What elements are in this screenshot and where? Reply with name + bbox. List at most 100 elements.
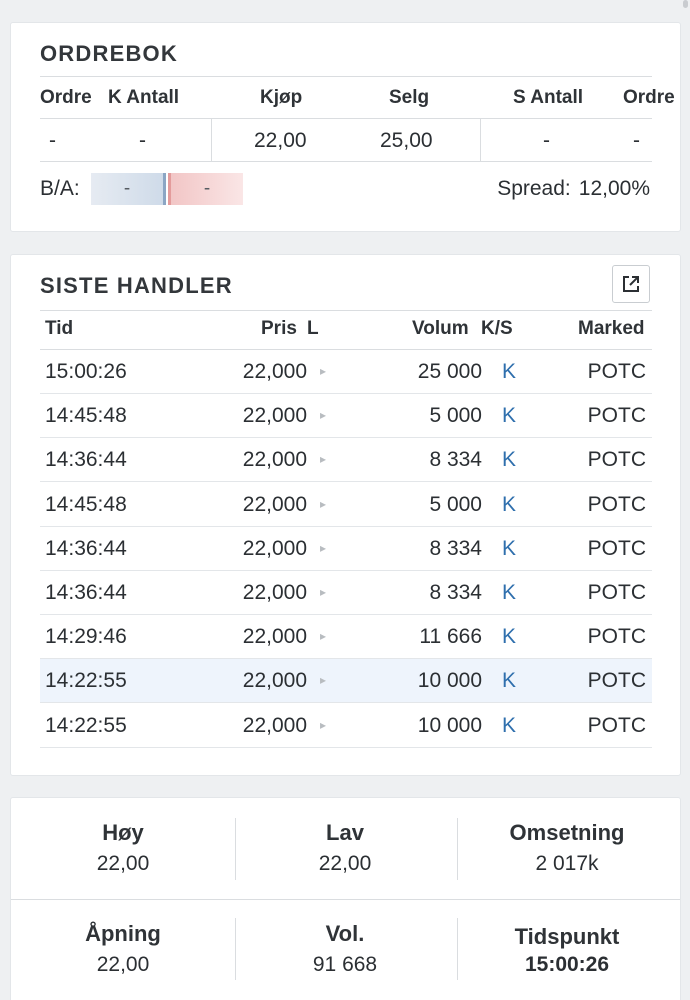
trade-market: POTC [587, 448, 646, 472]
trade-buy-sell: K [502, 713, 517, 737]
trade-price: 22,000 [242, 669, 307, 693]
trade-market: POTC [587, 492, 646, 516]
open-external-button[interactable] [612, 265, 650, 303]
trade-market: POTC [587, 360, 646, 383]
stat-timestamp-value: 15:00:26 [524, 953, 610, 976]
header-ask-quantity: S Antall [513, 87, 584, 108]
trade-row[interactable]: 14:22:55 22,000 ▸ 10 000 K POTC [40, 659, 652, 704]
trade-buy-sell: K [502, 404, 517, 428]
divider [40, 76, 652, 77]
trade-time: 14:29:46 [45, 625, 127, 649]
ask-orders-value: - [633, 129, 640, 152]
trade-price: 22,000 [242, 492, 307, 516]
trade-price: 22,000 [242, 581, 307, 604]
trade-price: 22,000 [242, 360, 307, 383]
trade-market: POTC [587, 625, 646, 649]
bid-ask-label: B/A: [40, 177, 80, 200]
caret-right-icon: ▸ [320, 585, 327, 599]
trade-buy-sell: K [502, 581, 517, 604]
trade-price: 22,000 [242, 536, 307, 560]
latest-trades-title: SISTE HANDLER [40, 273, 233, 298]
bid-price-value[interactable]: 22,00 [254, 129, 307, 152]
trade-row[interactable]: 15:00:26 22,000 ▸ 25 000 K POTC [40, 350, 652, 394]
spread: Spread: 12,00% [497, 177, 650, 201]
header-ask-orders: Ordre [623, 87, 675, 108]
trade-row[interactable]: 14:29:46 22,000 ▸ 11 666 K POTC [40, 615, 652, 660]
trade-volume: 11 666 [419, 625, 482, 649]
trade-row[interactable]: 14:45:48 22,000 ▸ 5 000 K POTC [40, 483, 652, 527]
column-header-buy-sell[interactable]: K/S [481, 318, 513, 339]
stat-turnover: Omsetning 2 017k [457, 820, 677, 876]
trade-volume: 8 334 [429, 448, 482, 472]
bid-orders-value: - [49, 129, 56, 152]
stat-timestamp-label: Tidspunkt [514, 924, 620, 949]
trade-row[interactable]: 14:36:44 22,000 ▸ 8 334 K POTC [40, 527, 652, 571]
divider [40, 349, 652, 350]
trade-row[interactable]: 14:36:44 22,000 ▸ 8 334 K POTC [40, 438, 652, 483]
trade-price: 22,000 [242, 713, 307, 737]
caret-right-icon: ▸ [320, 408, 327, 423]
stat-turnover-value: 2 017k [535, 852, 599, 875]
caret-right-icon: ▸ [320, 629, 327, 644]
trade-time: 14:22:55 [45, 713, 127, 737]
trade-price: 22,000 [242, 625, 307, 649]
divider [457, 818, 458, 880]
divider [480, 119, 481, 161]
spread-value: 12,00% [578, 177, 650, 200]
bid-volume-bar: - [91, 173, 166, 205]
trade-volume: 10 000 [417, 713, 482, 737]
stat-open-label: Åpning [85, 921, 161, 946]
trade-buy-sell: K [502, 360, 517, 383]
external-link-icon [623, 276, 639, 292]
divider [40, 118, 652, 119]
trade-volume: 5 000 [429, 404, 482, 428]
divider [457, 918, 458, 980]
trade-time: 15:00:26 [45, 360, 127, 383]
caret-right-icon: ▸ [320, 717, 327, 732]
trade-time: 14:45:48 [45, 404, 127, 428]
orderbook-title: ORDREBOK [40, 41, 178, 66]
trade-row[interactable]: 14:36:44 22,000 ▸ 8 334 K POTC [40, 571, 652, 615]
divider [11, 899, 680, 900]
stat-low-label: Lav [326, 820, 364, 845]
trade-buy-sell: K [502, 625, 517, 649]
stat-volume: Vol. 91 668 [235, 921, 455, 977]
ask-volume-bar: - [168, 173, 243, 205]
column-header-volume[interactable]: Volum [412, 318, 469, 339]
column-header-price[interactable]: Pris [261, 318, 297, 339]
trade-market: POTC [587, 404, 646, 428]
bid-quantity-value: - [139, 129, 146, 152]
trade-volume: 5 000 [429, 492, 482, 516]
stat-high: Høy 22,00 [13, 820, 233, 876]
bid-bar-value: - [123, 178, 131, 199]
trade-market: POTC [587, 669, 646, 693]
stat-timestamp: Tidspunkt 15:00:26 [457, 924, 677, 977]
trade-buy-sell: K [502, 492, 517, 516]
stat-low: Lav 22,00 [235, 820, 455, 876]
divider [40, 310, 652, 311]
trade-row[interactable]: 14:45:48 22,000 ▸ 5 000 K POTC [40, 394, 652, 439]
column-header-time[interactable]: Tid [45, 318, 74, 339]
trade-time: 14:36:44 [45, 581, 127, 604]
divider [40, 161, 652, 162]
trade-time: 14:22:55 [45, 669, 127, 693]
trade-market: POTC [587, 581, 646, 604]
column-header-market[interactable]: Marked [578, 318, 645, 339]
caret-right-icon: ▸ [320, 673, 327, 688]
trade-volume: 10 000 [417, 669, 482, 693]
ask-price-value[interactable]: 25,00 [380, 129, 433, 152]
latest-trades-panel: SISTE HANDLER Tid Pris L Volum K/S Marke… [10, 254, 681, 776]
trade-volume: 25 000 [417, 360, 482, 383]
trade-price: 22,000 [242, 448, 307, 472]
ask-bar-value: - [203, 178, 211, 199]
trade-market: POTC [587, 713, 646, 737]
orderbook-panel: ORDREBOK Ordre K Antall Kjøp Selg S Anta… [10, 22, 681, 232]
scrollbar-top[interactable] [683, 0, 688, 8]
divider [211, 119, 212, 161]
divider [235, 918, 236, 980]
header-bid-orders: Ordre [40, 87, 92, 108]
trade-time: 14:45:48 [45, 492, 127, 516]
trade-row[interactable]: 14:22:55 22,000 ▸ 10 000 K POTC [40, 704, 652, 748]
stats-panel: Høy 22,00 Lav 22,00 Omsetning 2 017k Åpn… [10, 797, 681, 1000]
stat-turnover-label: Omsetning [509, 820, 625, 845]
